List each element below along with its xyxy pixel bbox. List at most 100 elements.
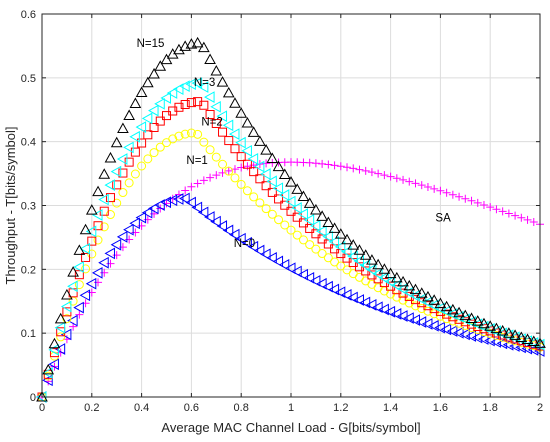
data-point bbox=[124, 178, 134, 188]
data-point bbox=[79, 242, 91, 255]
data-point bbox=[199, 100, 209, 110]
data-point bbox=[48, 358, 59, 371]
data-point bbox=[404, 298, 414, 308]
data-point bbox=[56, 332, 66, 342]
data-point bbox=[174, 102, 184, 112]
data-point bbox=[218, 127, 228, 137]
data-point bbox=[205, 110, 215, 120]
series-n-15 bbox=[36, 36, 546, 402]
data-point bbox=[91, 267, 103, 279]
data-point bbox=[42, 363, 55, 375]
data-point bbox=[298, 218, 308, 228]
data-point bbox=[155, 142, 165, 152]
data-point bbox=[442, 188, 451, 197]
data-point bbox=[241, 145, 252, 157]
data-point bbox=[224, 166, 233, 175]
x-tick-label: 0.6 bbox=[184, 402, 199, 414]
data-point bbox=[143, 154, 153, 164]
data-point bbox=[112, 180, 122, 190]
data-point bbox=[123, 109, 135, 120]
data-point bbox=[392, 174, 401, 183]
data-point bbox=[173, 43, 185, 55]
data-point bbox=[204, 91, 215, 103]
data-point bbox=[361, 166, 370, 175]
data-point bbox=[421, 296, 433, 309]
series-sa bbox=[38, 158, 544, 401]
data-point bbox=[390, 271, 403, 283]
data-point bbox=[249, 167, 259, 177]
data-point bbox=[390, 308, 402, 320]
data-point bbox=[365, 299, 377, 311]
data-point bbox=[503, 327, 515, 338]
data-point bbox=[81, 264, 91, 274]
series-labels: SA N=0 N=1 N=2 N=3 N=15 bbox=[137, 38, 451, 250]
data-point bbox=[99, 206, 109, 216]
data-point bbox=[317, 249, 327, 259]
y-tick-label: 0.5 bbox=[21, 73, 36, 85]
series-label: N=2 bbox=[201, 117, 222, 129]
data-point bbox=[253, 160, 265, 173]
data-point bbox=[355, 165, 364, 174]
data-point bbox=[465, 312, 478, 323]
data-point bbox=[85, 204, 98, 215]
data-point bbox=[473, 198, 482, 207]
data-point bbox=[249, 192, 259, 202]
data-point bbox=[228, 228, 240, 241]
data-point bbox=[529, 218, 538, 227]
data-point bbox=[224, 166, 234, 176]
data-point bbox=[422, 290, 434, 302]
data-point bbox=[305, 240, 315, 250]
data-point bbox=[316, 210, 328, 221]
data-point bbox=[222, 119, 234, 132]
data-point bbox=[309, 274, 321, 287]
grid bbox=[41, 13, 541, 398]
data-point bbox=[137, 161, 147, 171]
y-tick-label: 0.1 bbox=[21, 328, 36, 340]
data-point bbox=[216, 76, 229, 87]
data-point bbox=[328, 222, 341, 233]
data-point bbox=[311, 159, 320, 168]
data-point bbox=[98, 193, 109, 206]
data-point bbox=[446, 325, 458, 337]
data-point bbox=[187, 182, 196, 191]
data-point bbox=[324, 160, 333, 169]
data-point bbox=[48, 337, 61, 349]
data-point bbox=[318, 159, 327, 168]
data-point bbox=[459, 328, 470, 341]
data-point bbox=[409, 314, 420, 326]
data-point bbox=[116, 153, 128, 165]
data-point bbox=[197, 206, 209, 219]
data-point bbox=[155, 116, 165, 126]
x-tick-label: 1.4 bbox=[383, 402, 398, 414]
data-point bbox=[340, 245, 352, 258]
data-point bbox=[292, 230, 302, 240]
data-point bbox=[260, 168, 271, 180]
data-point bbox=[317, 234, 327, 244]
data-point bbox=[478, 317, 490, 329]
data-point bbox=[409, 283, 422, 295]
data-point bbox=[110, 136, 123, 148]
data-point bbox=[243, 162, 252, 171]
data-point bbox=[87, 236, 97, 246]
x-axis-title: Average MAC Channel Load - G[bits/symbol… bbox=[161, 420, 420, 435]
data-point bbox=[193, 129, 203, 139]
data-point bbox=[206, 173, 215, 182]
data-point bbox=[162, 111, 171, 121]
data-point bbox=[429, 309, 439, 319]
data-point bbox=[367, 168, 376, 177]
data-point bbox=[141, 76, 154, 88]
data-point bbox=[291, 202, 302, 214]
data-point bbox=[292, 212, 302, 222]
data-point bbox=[286, 225, 296, 235]
data-point bbox=[322, 280, 333, 293]
data-point bbox=[247, 152, 259, 165]
data-point bbox=[498, 207, 507, 216]
data-point bbox=[280, 220, 290, 230]
data-point bbox=[353, 244, 366, 255]
data-point bbox=[211, 118, 221, 128]
data-point bbox=[347, 291, 358, 304]
data-point bbox=[211, 152, 221, 162]
data-point bbox=[328, 283, 340, 296]
data-point bbox=[461, 194, 470, 203]
data-point bbox=[68, 296, 78, 306]
